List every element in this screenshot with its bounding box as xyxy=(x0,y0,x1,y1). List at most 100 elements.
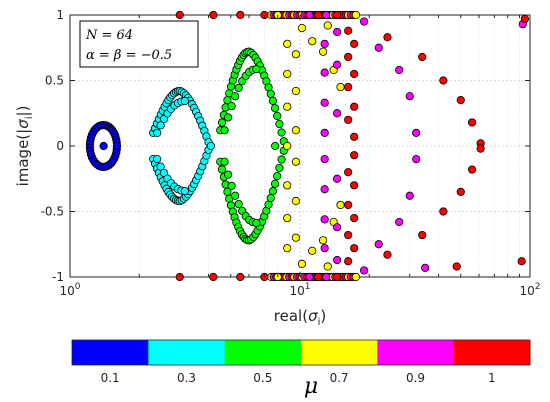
data-point xyxy=(350,39,359,48)
data-point xyxy=(236,10,245,20)
data-point xyxy=(252,218,261,228)
data-point xyxy=(275,163,284,173)
annotation-line-alpha-beta: α = β = −0.5 xyxy=(86,48,172,63)
data-point xyxy=(291,50,301,59)
data-point xyxy=(153,155,162,164)
data-point xyxy=(418,230,427,240)
data-point xyxy=(266,89,275,99)
data-point xyxy=(439,207,448,216)
data-point xyxy=(297,259,307,268)
colorbar-label: μ xyxy=(304,374,318,399)
data-point xyxy=(344,257,353,266)
data-point xyxy=(350,151,359,160)
data-point xyxy=(268,187,277,196)
data-point xyxy=(153,128,162,137)
data-point xyxy=(318,236,328,245)
data-point xyxy=(283,244,292,253)
data-point xyxy=(268,96,277,105)
data-point xyxy=(467,165,477,174)
colorbar-tick-label: 0.7 xyxy=(330,371,349,385)
data-point xyxy=(283,102,292,111)
data-point xyxy=(421,263,430,272)
data-point xyxy=(336,82,345,92)
data-point xyxy=(277,155,286,164)
colorbar-tick-label: 0.5 xyxy=(253,371,272,385)
y-tick-label: -1 xyxy=(52,270,64,284)
data-point xyxy=(412,155,421,164)
data-point xyxy=(344,200,353,210)
data-point xyxy=(374,43,383,52)
data-point xyxy=(283,69,292,79)
data-point xyxy=(333,27,342,37)
data-point xyxy=(270,104,280,113)
data-point xyxy=(374,240,383,249)
data-point xyxy=(320,155,329,164)
data-point xyxy=(206,141,216,151)
data-point xyxy=(350,244,359,253)
data-point xyxy=(350,69,359,79)
data-point xyxy=(234,199,243,209)
data-point xyxy=(283,213,292,223)
data-point xyxy=(360,266,369,275)
data-point xyxy=(344,168,353,177)
colorbar-tick-labels: 0.1 0.3 0.5 0.7 0.9 1 xyxy=(101,371,496,385)
data-point xyxy=(217,165,227,174)
x-axis-label: real(σi) xyxy=(274,307,326,328)
annotation-box: N = 64 α = β = −0.5 xyxy=(79,20,199,68)
data-point xyxy=(217,118,227,127)
colorbar-segment xyxy=(301,340,378,365)
colorbar-frame xyxy=(71,339,531,366)
data-point xyxy=(344,115,353,124)
data-point xyxy=(320,68,329,77)
y-tick-label: 0.5 xyxy=(45,74,64,88)
colorbar-segment xyxy=(224,340,302,365)
data-point xyxy=(320,185,329,194)
data-point xyxy=(333,174,342,183)
data-point xyxy=(291,196,301,206)
data-point xyxy=(344,230,353,240)
colorbar-tick-label: 0.9 xyxy=(406,371,425,385)
colorbar-segment xyxy=(453,340,531,365)
data-point xyxy=(517,257,526,266)
data-point xyxy=(350,213,359,223)
data-point xyxy=(156,121,165,130)
data-point xyxy=(209,272,218,282)
data-point xyxy=(283,181,292,190)
data-point xyxy=(277,128,286,137)
data-point xyxy=(308,246,317,255)
data-point xyxy=(467,118,477,127)
data-point xyxy=(291,86,301,96)
data-point xyxy=(275,119,284,129)
colorbar-tick-label: 0.1 xyxy=(101,371,120,385)
colorbar-tick-label: 1 xyxy=(488,371,496,385)
data-point xyxy=(360,17,369,26)
data-point xyxy=(333,10,342,20)
data-point xyxy=(344,82,353,92)
data-point xyxy=(351,272,360,282)
data-point xyxy=(273,171,282,181)
data-point xyxy=(456,187,465,196)
x-tick-label: 102 xyxy=(519,282,540,298)
y-axis-label: image(|σi|) xyxy=(14,106,35,187)
colorbar-segment xyxy=(377,340,455,365)
data-point xyxy=(395,65,404,75)
y-axis-ticks: -1 -0.5 0 0.5 1 xyxy=(41,8,530,284)
data-point xyxy=(305,10,314,20)
scatter-points xyxy=(85,10,529,282)
annotation-line-n: N = 64 xyxy=(85,28,133,43)
data-point xyxy=(418,52,427,62)
data-point xyxy=(383,33,392,42)
data-point xyxy=(344,52,353,62)
x-tick-label: 101 xyxy=(289,282,310,298)
data-point xyxy=(395,217,404,227)
data-point xyxy=(383,250,392,259)
data-point xyxy=(333,223,342,232)
data-point xyxy=(180,186,189,196)
x-tick-label: 100 xyxy=(59,282,80,298)
data-point xyxy=(266,193,275,203)
colorbar-segment xyxy=(148,340,226,365)
data-point xyxy=(308,37,317,46)
data-point xyxy=(314,10,323,20)
data-point xyxy=(223,170,233,179)
